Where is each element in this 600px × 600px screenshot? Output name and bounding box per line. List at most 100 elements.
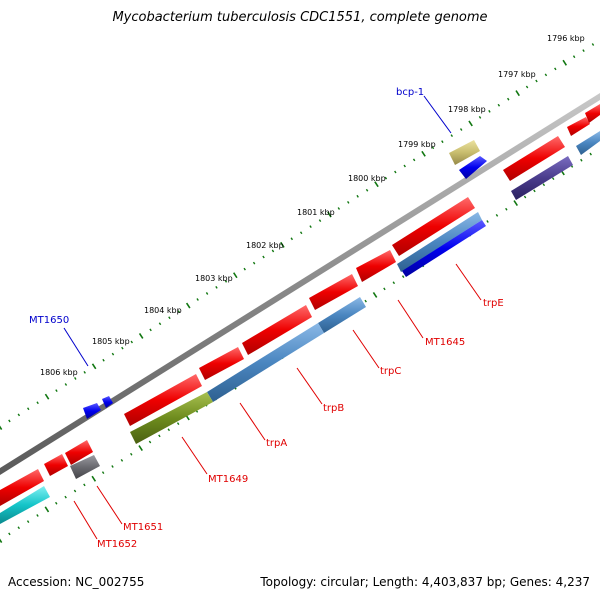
label-trpA[interactable]: trpA	[266, 438, 287, 449]
tick-label: 1798 kbp	[448, 105, 486, 114]
scale-tick	[262, 255, 265, 259]
scale-tick	[327, 211, 332, 218]
scale-tick	[421, 150, 426, 157]
scale-tick	[64, 383, 68, 386]
scale-tick	[130, 340, 134, 344]
scale-tick	[36, 401, 39, 405]
gene-trpB[interactable]	[207, 323, 324, 402]
scale-tick	[459, 128, 463, 131]
gene-left-red[interactable]	[0, 469, 44, 506]
scale-tick	[515, 90, 520, 97]
leader-trpB	[296, 367, 323, 405]
gene-navy[interactable]	[511, 156, 573, 200]
gene-mt1652-red[interactable]	[44, 454, 68, 476]
scale-tick	[513, 200, 519, 207]
scale-tick	[196, 298, 199, 301]
genome-backbone	[0, 93, 600, 475]
tick-label: 1796 kbp	[547, 34, 585, 43]
scale-tick	[168, 316, 171, 320]
scale-tick	[365, 188, 369, 192]
label-mt1645[interactable]: MT1645	[425, 337, 465, 348]
scale-tick	[8, 419, 11, 423]
scale-tick	[318, 219, 322, 222]
gene-mt1651-red[interactable]	[65, 440, 93, 465]
tick-label: 1805 kbp	[92, 337, 130, 346]
label-mt1652[interactable]: MT1652	[97, 539, 137, 550]
gene-mt1650[interactable]	[83, 403, 101, 419]
leader-mt1652	[73, 500, 98, 540]
tick-label: 1804 kbp	[144, 306, 182, 315]
gene-trpC-red[interactable]	[309, 274, 358, 310]
label-trpE[interactable]: trpE	[483, 298, 504, 309]
scale-tick	[478, 116, 482, 119]
scale-tick	[149, 328, 152, 332]
scale-tick	[158, 322, 162, 326]
scale-tick	[233, 272, 238, 279]
leader-mt1650	[63, 327, 89, 367]
label-trpB[interactable]: trpB	[323, 403, 344, 414]
scale-tick	[243, 267, 246, 271]
gene-red-upper[interactable]	[585, 104, 600, 123]
scale-tick	[384, 176, 388, 180]
scale-tick	[176, 422, 180, 425]
gene-labels: bcp-1 MT1650 trpE MT1645 trpC trpB trpA …	[29, 87, 504, 550]
gene-trpA-red[interactable]	[199, 347, 244, 380]
label-mt1650[interactable]: MT1650	[29, 315, 69, 326]
label-trpC[interactable]: trpC	[380, 366, 401, 377]
label-mt1649[interactable]: MT1649	[208, 474, 248, 485]
leader-trpC	[352, 329, 380, 369]
tick-label: 1802 kbp	[246, 241, 284, 250]
scale-tick	[224, 279, 228, 283]
tick-label: 1801 kbp	[297, 208, 335, 217]
scale-tick	[0, 425, 3, 430]
gene-trpE[interactable]	[402, 220, 486, 277]
scale-tick	[394, 170, 397, 174]
scale-tick	[374, 181, 379, 188]
scale-tick	[347, 200, 350, 204]
gene-mt1652[interactable]	[0, 486, 50, 524]
scale-tick	[55, 501, 58, 505]
label-mt1651[interactable]: MT1651	[123, 522, 163, 533]
scale-tick	[450, 134, 454, 137]
gene-blue-small[interactable]	[459, 156, 487, 179]
leader-mt1649	[181, 436, 208, 475]
scale-tick	[486, 220, 489, 223]
scale-tick	[102, 358, 105, 362]
gene-trpB-red[interactable]	[242, 305, 312, 355]
scale-tick	[562, 59, 568, 66]
genome-title: Mycobacterium tuberculosis CDC1551, comp…	[112, 10, 488, 25]
topology-text: Topology: circular; Length: 4,403,837 bp…	[260, 575, 590, 589]
gene-mt1649-red[interactable]	[124, 374, 202, 426]
gene-mt1649[interactable]	[130, 392, 213, 444]
scale-tick	[83, 483, 86, 487]
scale-tick	[582, 49, 585, 53]
gene-trpE-steel[interactable]	[397, 212, 482, 272]
gene-small-blue[interactable]	[102, 396, 113, 408]
scale-tick	[505, 207, 508, 211]
scale-tick	[356, 194, 359, 198]
scale-labels: 1796 kbp 1797 kbp 1798 kbp 1799 kbp 1800…	[40, 34, 585, 377]
scale-tick	[589, 152, 592, 156]
scale-tick	[205, 292, 209, 295]
gene-mt1651[interactable]	[70, 455, 100, 479]
scale-tick	[252, 261, 256, 265]
scale-tick	[495, 213, 499, 217]
gene-bcp-1[interactable]	[449, 140, 480, 165]
gene-steel-right[interactable]	[576, 131, 600, 155]
gene-mt1644[interactable]	[567, 117, 590, 136]
gene-trpE-red[interactable]	[392, 197, 475, 256]
scale-tick	[441, 140, 444, 144]
scale-tick	[299, 231, 303, 235]
scale-tick	[535, 79, 538, 83]
scale-tick	[383, 287, 386, 291]
tick-label: 1803 kbp	[195, 274, 233, 283]
scale-tick	[401, 275, 405, 278]
gene-trpC[interactable]	[318, 297, 366, 333]
label-bcp-1[interactable]: bcp-1	[396, 87, 424, 98]
gene-red-right[interactable]	[503, 136, 565, 181]
scale-tick	[337, 207, 341, 210]
gene-mt1645[interactable]	[356, 250, 396, 282]
scale-tick	[91, 363, 97, 370]
scale-tick	[591, 43, 595, 46]
